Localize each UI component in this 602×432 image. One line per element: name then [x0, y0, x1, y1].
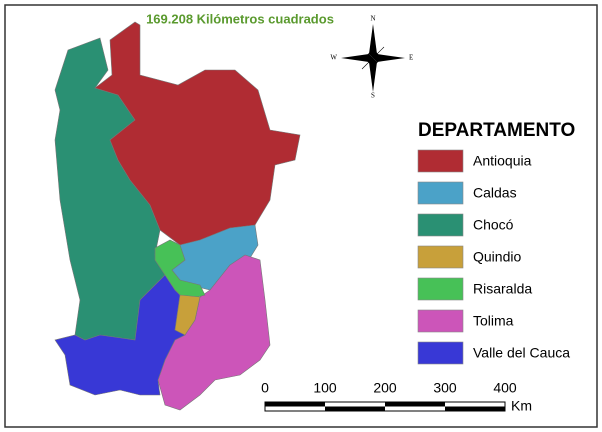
- scale-label: 100: [313, 380, 337, 396]
- legend: Antioquia Caldas Chocó Quindio Risaralda Toli…: [417, 149, 570, 365]
- legend-label: Tolima: [473, 313, 514, 329]
- scale-unit: Km: [511, 398, 532, 414]
- legend-label: Antioquia: [473, 153, 532, 169]
- legend-swatch: [417, 245, 464, 269]
- quindio: [174, 294, 201, 336]
- scale-bar: Km 0 100 200 300 400: [261, 380, 532, 414]
- legend-label: Valle del Cauca: [473, 345, 570, 361]
- scale-label: 0: [261, 380, 269, 396]
- compass: N S E W: [330, 15, 413, 100]
- legend-swatch: [417, 213, 464, 237]
- scale-label: 300: [433, 380, 457, 396]
- compass-n: N: [370, 15, 375, 23]
- legend-swatch: [417, 181, 464, 205]
- legend-swatch: [417, 309, 464, 333]
- risaralda: [154, 239, 206, 301]
- compass-s: S: [371, 92, 375, 100]
- legend-label: Risaralda: [473, 281, 532, 297]
- compass-w: W: [330, 54, 337, 62]
- legend-swatch: [417, 149, 464, 173]
- legend-label: Caldas: [473, 185, 517, 201]
- scale-label: 400: [493, 380, 517, 396]
- legend-label: Quindio: [473, 249, 521, 265]
- legend-title: DEPARTAMENTO: [418, 120, 575, 141]
- legend-label: Chocó: [473, 217, 514, 233]
- map-title: 169.208 Kilómetros cuadrados: [146, 11, 334, 26]
- legend-swatch: [417, 341, 464, 365]
- scale-label: 200: [373, 380, 397, 396]
- compass-e: E: [409, 54, 413, 62]
- legend-swatch: [417, 277, 464, 301]
